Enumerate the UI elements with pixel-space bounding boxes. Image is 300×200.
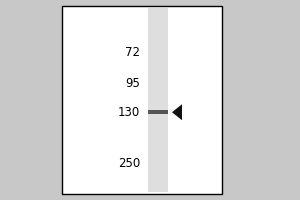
- Text: 95: 95: [125, 77, 140, 90]
- Text: 250: 250: [118, 157, 140, 170]
- Text: 72: 72: [125, 46, 140, 60]
- Polygon shape: [172, 104, 182, 120]
- Bar: [148, 8, 168, 192]
- Text: 130: 130: [118, 106, 140, 119]
- Bar: [62, 6, 222, 194]
- Bar: [148, 110, 168, 114]
